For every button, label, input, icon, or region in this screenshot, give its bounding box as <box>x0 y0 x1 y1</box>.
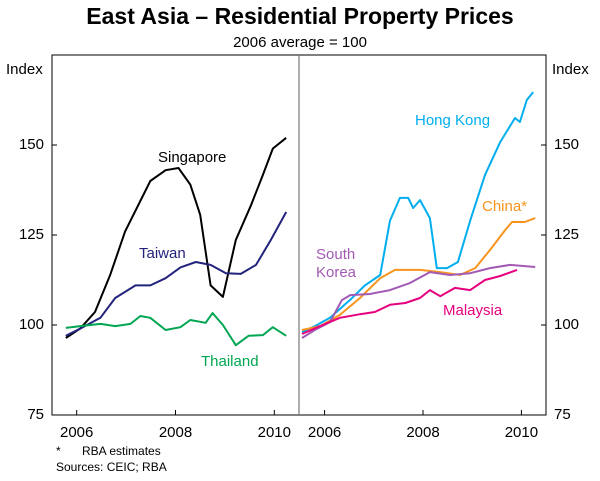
x-tick-label: 2010 <box>258 424 291 441</box>
y-axis-label: Index <box>552 61 589 78</box>
y-axis-label: Index <box>6 61 43 78</box>
series-label: Singapore <box>158 149 227 166</box>
series-label: Hong Kong <box>415 112 491 129</box>
series-line <box>301 263 536 339</box>
series-label: China* <box>482 198 528 215</box>
y-tick-label: 125 <box>554 226 579 243</box>
series-label: Thailand <box>201 353 259 370</box>
y-tick-label: 150 <box>19 136 44 153</box>
x-tick-label: 2008 <box>159 424 192 441</box>
series-line <box>65 312 287 347</box>
note-marker: * <box>56 444 61 458</box>
series-line <box>301 91 534 334</box>
y-tick-label: 125 <box>19 226 44 243</box>
series-line <box>65 137 287 339</box>
series-label: South Korea <box>316 246 357 281</box>
y-tick-label: 75 <box>554 406 571 423</box>
series-line <box>65 211 288 337</box>
x-tick-label: 2010 <box>505 424 538 441</box>
chart-title: East Asia – Residential Property Prices <box>86 3 513 29</box>
note-text: RBA estimates <box>82 444 161 458</box>
series-label: Taiwan <box>139 245 186 262</box>
series-line <box>301 217 536 331</box>
x-tick-label: 2006 <box>60 424 93 441</box>
y-tick-label: 100 <box>554 316 579 333</box>
x-tick-label: 2006 <box>308 424 341 441</box>
chart-subtitle: 2006 average = 100 <box>233 34 367 51</box>
y-tick-label: 75 <box>27 406 44 423</box>
series-label: Malaysia <box>443 302 503 319</box>
series-line <box>301 268 518 335</box>
y-tick-label: 100 <box>19 316 44 333</box>
y-tick-label: 150 <box>554 136 579 153</box>
x-tick-label: 2008 <box>406 424 439 441</box>
source: Sources: CEIC; RBA <box>56 460 167 474</box>
